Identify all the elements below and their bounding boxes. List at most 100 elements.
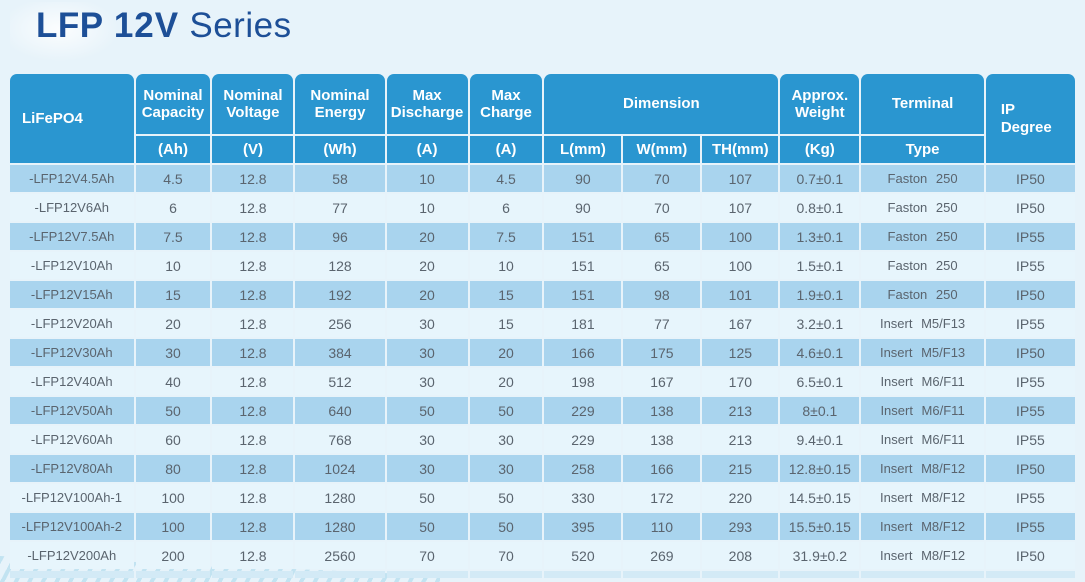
cell-model: -LFP12V10Ah [10, 252, 134, 279]
cell-model: -LFP12V15Ah [10, 281, 134, 308]
table-row: -LFP12V20Ah 20 12.8 256 30 15 181 77 167… [10, 310, 1075, 337]
cell-ip: IP50 [985, 281, 1075, 308]
cell-thickness: 100 [702, 223, 779, 250]
cell-discharge: 20 [386, 281, 468, 308]
cell-capacity: 100 [135, 513, 211, 540]
cell-capacity: 60 [135, 426, 211, 453]
cell-weight: 1.3±0.1 [780, 223, 860, 250]
cell-capacity: 10 [135, 252, 211, 279]
cell-thickness: 220 [702, 484, 779, 511]
table-row: -LFP12V100Ah-2 100 12.8 1280 50 50 395 1… [10, 513, 1075, 540]
cell-capacity: 200 [135, 542, 211, 569]
cell-capacity: 30 [135, 339, 211, 366]
cell-capacity: 4.5 [135, 165, 211, 192]
cell-capacity: 20 [135, 310, 211, 337]
cell-ip: IP55 [985, 252, 1075, 279]
cell-weight: 9.4±0.1 [780, 426, 860, 453]
cell-model: -LFP12V100Ah-1 [10, 484, 134, 511]
cell-model: -LFP12V200Ah [10, 542, 134, 569]
cell-charge: 50 [469, 484, 543, 511]
cell-thickness: 293 [702, 513, 779, 540]
cell-charge: 30 [469, 426, 543, 453]
cell-discharge: 50 [386, 484, 468, 511]
cell-model: -LFP12V60Ah [10, 426, 134, 453]
unit-wh: (Wh) [295, 136, 385, 163]
header-ip-degree: IP Degree [985, 74, 1075, 163]
unit-length-mm: L(mm) [544, 136, 622, 163]
table-row: -LFP12V10Ah 10 12.8 128 20 10 151 65 100… [10, 252, 1075, 279]
cell-width: 175 [623, 339, 701, 366]
cell-terminal: Insert M5/F13 [861, 310, 984, 337]
cell-terminal: Faston 250 [861, 223, 984, 250]
cell-voltage: 12.8 [212, 194, 294, 221]
cell-voltage: 12.8 [212, 339, 294, 366]
table-footer-strip [10, 571, 1075, 578]
cell-weight: 0.7±0.1 [780, 165, 860, 192]
cell-terminal: Insert M8/F12 [861, 542, 984, 569]
unit-ah: (Ah) [135, 136, 211, 163]
cell-ip: IP55 [985, 368, 1075, 395]
cell-length: 258 [544, 455, 622, 482]
unit-discharge-a: (A) [386, 136, 468, 163]
cell-width: 65 [623, 252, 701, 279]
cell-ip: IP55 [985, 484, 1075, 511]
cell-ip: IP55 [985, 223, 1075, 250]
header-nominal-voltage: Nominal Voltage [212, 74, 294, 134]
cell-charge: 7.5 [469, 223, 543, 250]
cell-discharge: 20 [386, 223, 468, 250]
cell-thickness: 208 [702, 542, 779, 569]
cell-ip: IP55 [985, 310, 1075, 337]
cell-discharge: 50 [386, 397, 468, 424]
cell-voltage: 12.8 [212, 165, 294, 192]
cell-model: -LFP12V40Ah [10, 368, 134, 395]
cell-model: -LFP12V20Ah [10, 310, 134, 337]
cell-energy: 1280 [295, 484, 385, 511]
title-12v: 12V [113, 6, 180, 45]
cell-charge: 15 [469, 310, 543, 337]
cell-width: 70 [623, 165, 701, 192]
cell-capacity: 100 [135, 484, 211, 511]
cell-width: 77 [623, 310, 701, 337]
cell-ip: IP50 [985, 165, 1075, 192]
cell-voltage: 12.8 [212, 310, 294, 337]
header-approx-weight: Approx. Weight [780, 74, 860, 134]
cell-charge: 10 [469, 252, 543, 279]
cell-ip: IP55 [985, 426, 1075, 453]
cell-charge: 50 [469, 397, 543, 424]
cell-length: 151 [544, 223, 622, 250]
cell-energy: 128 [295, 252, 385, 279]
cell-capacity: 50 [135, 397, 211, 424]
table-row: -LFP12V6Ah 6 12.8 77 10 6 90 70 107 0.8±… [10, 194, 1075, 221]
cell-charge: 70 [469, 542, 543, 569]
cell-charge: 6 [469, 194, 543, 221]
cell-length: 330 [544, 484, 622, 511]
cell-energy: 96 [295, 223, 385, 250]
cell-length: 229 [544, 397, 622, 424]
cell-charge: 30 [469, 455, 543, 482]
header-nominal-energy: Nominal Energy [295, 74, 385, 134]
header-lifepo4: LiFePO4 [10, 74, 134, 163]
cell-voltage: 12.8 [212, 397, 294, 424]
unit-v: (V) [212, 136, 294, 163]
header-dimension: Dimension [544, 74, 779, 134]
cell-discharge: 70 [386, 542, 468, 569]
cell-weight: 12.8±0.15 [780, 455, 860, 482]
cell-width: 65 [623, 223, 701, 250]
cell-thickness: 213 [702, 397, 779, 424]
cell-terminal: Insert M8/F12 [861, 513, 984, 540]
cell-model: -LFP12V50Ah [10, 397, 134, 424]
cell-terminal: Insert M8/F12 [861, 455, 984, 482]
cell-weight: 1.9±0.1 [780, 281, 860, 308]
cell-width: 269 [623, 542, 701, 569]
table-row: -LFP12V100Ah-1 100 12.8 1280 50 50 330 1… [10, 484, 1075, 511]
unit-width-mm: W(mm) [623, 136, 701, 163]
cell-width: 167 [623, 368, 701, 395]
cell-discharge: 30 [386, 310, 468, 337]
cell-energy: 256 [295, 310, 385, 337]
cell-thickness: 101 [702, 281, 779, 308]
cell-length: 151 [544, 281, 622, 308]
table-row: -LFP12V7.5Ah 7.5 12.8 96 20 7.5 151 65 1… [10, 223, 1075, 250]
cell-discharge: 20 [386, 252, 468, 279]
cell-energy: 1280 [295, 513, 385, 540]
table-row: -LFP12V30Ah 30 12.8 384 30 20 166 175 12… [10, 339, 1075, 366]
